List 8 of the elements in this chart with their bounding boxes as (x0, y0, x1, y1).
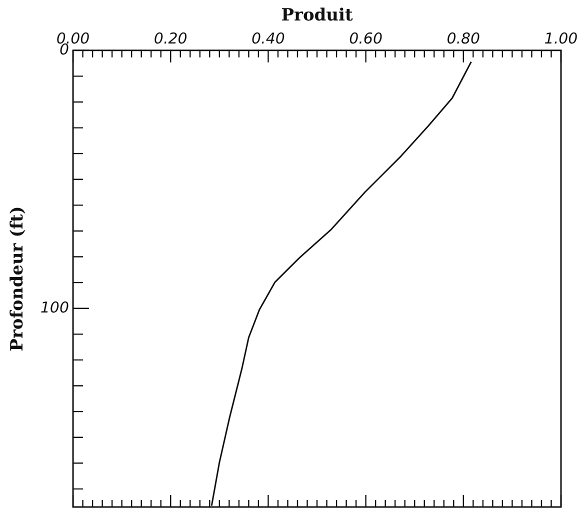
x-tick-label: 0.80 (446, 29, 480, 48)
x-tick-label: 0.20 (154, 29, 188, 48)
y-tick-label: 100 (40, 298, 70, 316)
x-tick-label: 1.00 (544, 29, 578, 48)
x-tick-label: 0.60 (349, 29, 383, 48)
x-tick-label: 0.40 (252, 29, 285, 48)
y-axis-title: Profondeur (ft) (8, 206, 28, 352)
x-axis-title: Produit (281, 6, 353, 26)
